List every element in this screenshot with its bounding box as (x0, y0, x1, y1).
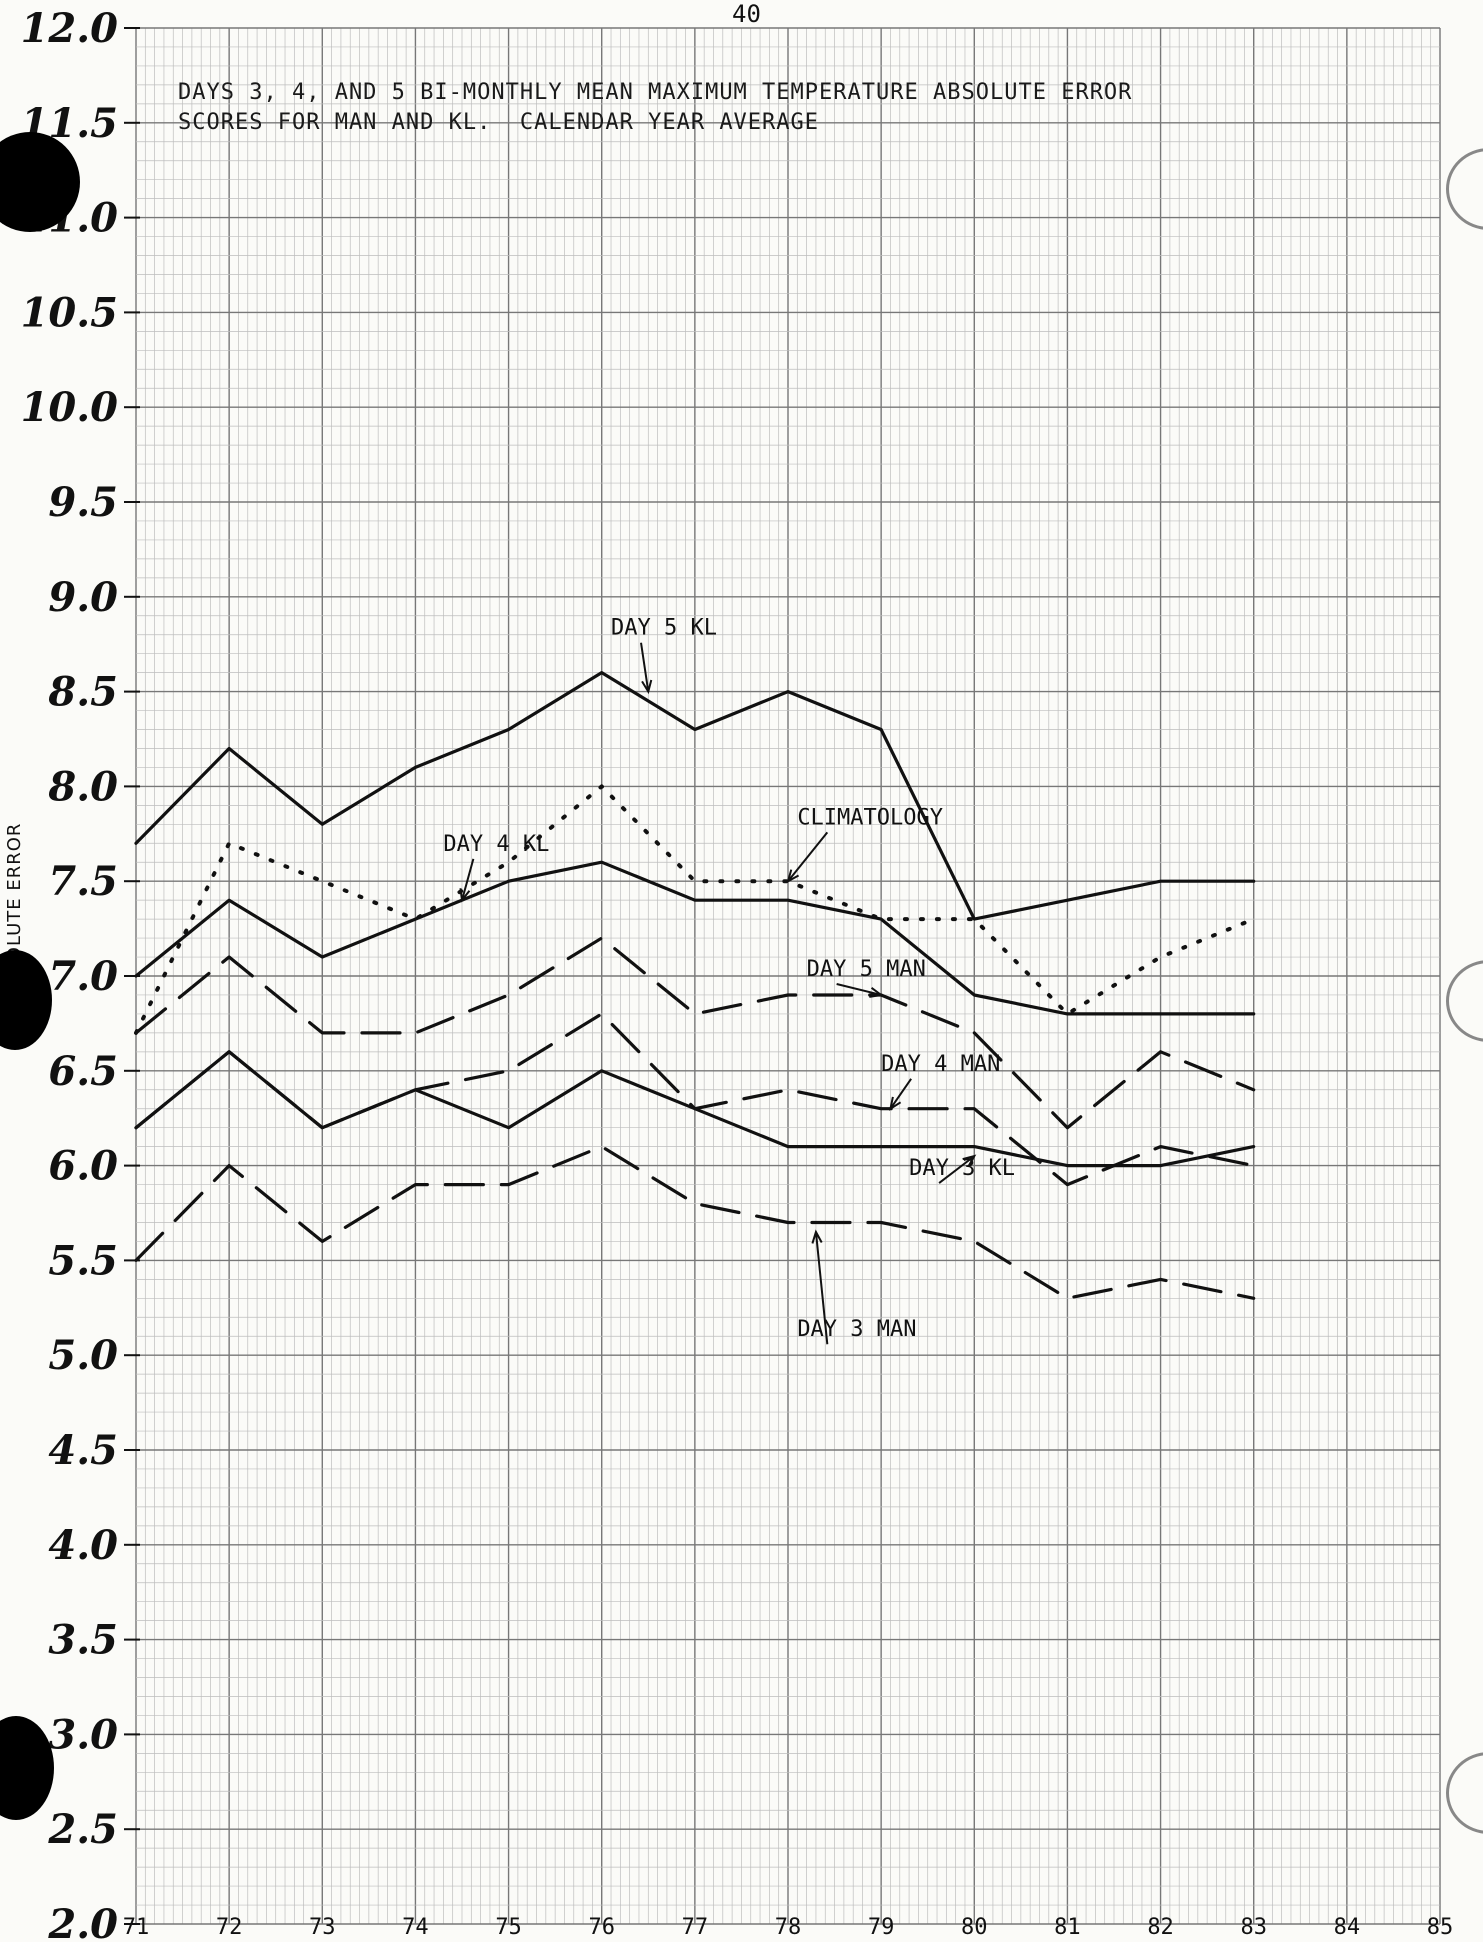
grid (135, 27, 1441, 1925)
x-tick-label: 78 (775, 1915, 802, 1940)
annotation-label: DAY 3 KL (909, 1156, 1015, 1181)
y-tick-label: 7.0 (48, 953, 118, 1000)
y-tick-label: 3.0 (48, 1711, 118, 1758)
x-tick-label: 82 (1147, 1915, 1174, 1940)
annotation-label: DAY 5 KL (611, 616, 717, 641)
series-lines (134, 671, 1256, 1300)
y-tick-label: 5.0 (48, 1332, 118, 1379)
page-number: 40 (732, 0, 761, 28)
annotation-arrowhead (811, 1229, 823, 1244)
series-line-day-5-man (134, 936, 1256, 1130)
x-tick-label: 77 (682, 1915, 709, 1940)
y-tick-label: 7.5 (48, 858, 118, 905)
y-tick-label: 2.5 (47, 1806, 118, 1853)
x-tick-label: 72 (216, 1915, 243, 1940)
x-tick-label: 84 (1334, 1915, 1361, 1940)
annotation-arrowhead (962, 1154, 977, 1168)
annotation-arrowhead (869, 986, 884, 998)
annotation-label: DAY 3 MAN (797, 1317, 916, 1342)
y-tick-label: 6.0 (48, 1143, 118, 1190)
annotation-arrow (461, 858, 475, 901)
x-tick-label: 71 (123, 1915, 150, 1940)
y-tick-label: 4.0 (48, 1522, 118, 1569)
annotation-arrow (787, 831, 829, 882)
series-line-day-5-kl (134, 671, 1256, 921)
y-tick-label: 9.0 (48, 574, 118, 621)
chart-title-line-1: DAYS 3, 4, AND 5 BI-MONTHLY MEAN MAXIMUM… (178, 80, 1133, 105)
series-line-day-3-man (134, 1145, 1256, 1300)
annotation-arrowhead (641, 679, 653, 695)
annotation-label: DAY 4 KL (443, 832, 549, 857)
x-tick-label: 80 (961, 1915, 988, 1940)
x-tick-label: 79 (868, 1915, 895, 1940)
annotation-arrow (889, 1078, 912, 1110)
y-tick-label: 5.5 (48, 1237, 118, 1284)
annotation-label: DAY 4 MAN (881, 1052, 1000, 1077)
annotation-arrowhead (459, 888, 471, 903)
y-tick-label: 8.5 (47, 669, 118, 716)
x-tick-label: 73 (309, 1915, 336, 1940)
annotation-arrowhead (786, 869, 800, 884)
series-line-day-4-kl (134, 860, 1256, 1016)
x-tick-label: 75 (495, 1915, 522, 1940)
x-tick-label: 85 (1427, 1915, 1454, 1940)
y-tick-labels: 2.0 2.5 3.0 3.5 4.0 4.5 5.0 5.5 6.0 6.5 7.0 7.5 8.0 8… (21, 5, 140, 1942)
punch-hole (0, 132, 80, 232)
x-tick-labels: 71 72 73 74 75 76 77 78 79 80 81 82 83 84 85 (123, 1915, 1454, 1940)
annotation-arrow (938, 1155, 975, 1184)
annotation-label: CLIMATOLOGY (797, 805, 943, 830)
annotation-arrow (814, 1231, 829, 1345)
x-tick-label: 83 (1240, 1915, 1267, 1940)
annotation-arrowhead (888, 1096, 902, 1111)
y-tick-label: 6.5 (48, 1048, 118, 1095)
annotation-arrow (640, 642, 650, 692)
y-tick-label: 2.0 (47, 1901, 118, 1942)
annotations: DAY 5 KL CLIMATOLOGY DAY 4 KL DAY 5 MAN DAY … (443, 616, 1015, 1345)
y-tick-label: 10.0 (21, 384, 119, 431)
annotation-arrow (836, 983, 882, 996)
y-tick-label: 12.0 (21, 5, 119, 52)
y-tick-label: 9.5 (48, 479, 118, 526)
x-tick-label: 76 (588, 1915, 615, 1940)
y-tick-label: 4.5 (48, 1427, 118, 1474)
annotation-label: DAY 5 MAN (807, 957, 926, 982)
x-tick-label: 74 (402, 1915, 429, 1940)
x-tick-label: 81 (1054, 1915, 1081, 1940)
y-tick-label: 8.0 (47, 763, 118, 810)
y-tick-label: 10.5 (21, 289, 118, 336)
chart-title-line-2: SCORES FOR MAN AND KL. CALENDAR YEAR AVE… (178, 110, 820, 135)
series-line-day-3-kl (134, 1050, 1256, 1168)
y-tick-label: 3.5 (48, 1617, 118, 1664)
